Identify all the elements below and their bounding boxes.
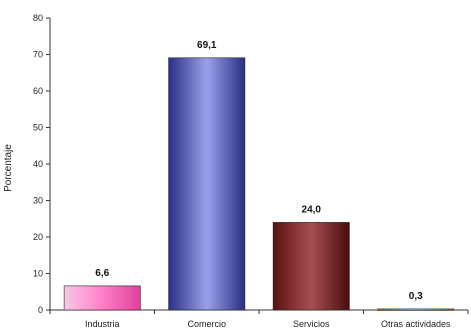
y-tick-label: 80 — [33, 13, 43, 23]
data-label: 6,6 — [95, 268, 109, 279]
data-label: 69,1 — [197, 40, 217, 51]
x-axis: Industria Comercio Servicios Otras activida… — [49, 309, 469, 329]
data-label: 0,3 — [409, 291, 423, 302]
y-tick-label: 60 — [33, 86, 43, 96]
y-tick-label: 70 — [33, 50, 43, 60]
bar-industria — [63, 285, 141, 311]
data-labels-group: 6,6 69,1 24,0 0,3 — [95, 40, 423, 302]
y-tick-label: 30 — [33, 196, 43, 206]
y-tick-label: 0 — [38, 305, 43, 315]
x-tick-label: Comercio — [187, 319, 226, 329]
x-tick-label: Otras actividades — [381, 319, 451, 329]
bar-servicios — [272, 222, 350, 311]
bar-comercio — [168, 57, 246, 311]
bar-otras-actividades — [377, 308, 455, 311]
bars-group — [63, 57, 455, 311]
y-tick-label: 50 — [33, 123, 43, 133]
data-label: 24,0 — [302, 204, 322, 215]
x-tick-label: Servicios — [293, 319, 330, 329]
y-tick-label: 40 — [33, 159, 43, 169]
y-tick-label: 10 — [33, 269, 43, 279]
y-axis-label: Porcentaje — [3, 144, 14, 192]
y-tick-label: 20 — [33, 232, 43, 242]
y-axis: 0 10 20 30 40 50 60 70 80 — [33, 13, 51, 315]
x-tick-label: Industria — [85, 319, 120, 329]
